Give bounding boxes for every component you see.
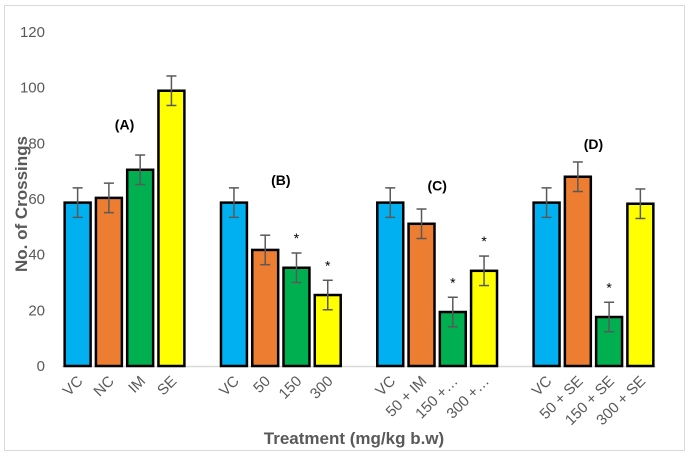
- group-label: (C): [427, 178, 446, 194]
- bar-b-vc: [219, 201, 249, 368]
- error-bar: [572, 161, 583, 193]
- group-label: (B): [271, 172, 290, 188]
- x-tick-label: 150: [276, 373, 306, 403]
- x-tick-label: IM: [125, 373, 149, 397]
- error-bar: [385, 187, 396, 219]
- significance-markers: * * * * *: [294, 230, 613, 295]
- bar-c-50-im: [407, 222, 436, 368]
- x-tick-label: VC: [60, 373, 87, 400]
- significance-asterisk: *: [606, 279, 612, 295]
- significance-asterisk: *: [481, 233, 487, 249]
- bars: [63, 89, 655, 368]
- y-tick-label: 40: [28, 247, 45, 264]
- y-tick-label: 80: [28, 135, 45, 152]
- group-label: (D): [584, 136, 603, 152]
- error-bar: [291, 252, 302, 284]
- y-tick-label: 60: [28, 191, 45, 208]
- bar-d-300-se: [626, 202, 655, 368]
- bar-a-se: [157, 89, 186, 368]
- error-bar: [322, 279, 333, 311]
- error-bar: [166, 75, 177, 107]
- y-axis-title: No. of Crossings: [12, 136, 31, 272]
- bar-a-vc: [63, 201, 92, 368]
- error-bar: [541, 187, 552, 219]
- error-bar: [228, 187, 239, 219]
- bar-b-50: [250, 248, 280, 368]
- error-bar: [447, 296, 458, 328]
- error-bar: [260, 234, 271, 266]
- error-bar: [135, 154, 146, 186]
- bar-d-50-se: [563, 175, 593, 368]
- bar-d-150-se: [594, 315, 624, 368]
- bar-d-vc: [532, 201, 561, 368]
- y-axis-ticks: 0 20 40 60 80 100 120: [20, 24, 45, 375]
- bar-c-vc: [376, 201, 405, 368]
- group-label: (A): [115, 116, 134, 132]
- x-tick-label: SE: [154, 373, 180, 399]
- y-tick-label: 100: [20, 80, 45, 97]
- error-bar: [635, 188, 646, 220]
- x-tick-label: VC: [216, 373, 243, 400]
- bar-a-im: [125, 168, 155, 368]
- bar-a-nc: [94, 196, 124, 368]
- error-bar: [103, 182, 114, 214]
- group-labels: (A) (B) (C) (D): [115, 116, 603, 193]
- x-axis-title: Treatment (mg/kg b.w): [264, 429, 444, 448]
- x-tick-label: 300: [307, 373, 337, 403]
- significance-asterisk: *: [294, 230, 300, 246]
- x-tick-label: 50: [250, 373, 274, 397]
- error-bars: [72, 75, 646, 333]
- error-bar: [416, 208, 427, 240]
- bar-b-150: [282, 266, 311, 368]
- error-bar: [479, 255, 490, 287]
- y-tick-label: 120: [20, 24, 45, 41]
- significance-asterisk: *: [325, 257, 331, 273]
- y-tick-label: 20: [28, 302, 45, 319]
- x-tick-label: NC: [90, 373, 117, 400]
- error-bar: [72, 187, 83, 219]
- significance-asterisk: *: [450, 274, 456, 290]
- error-bar: [604, 301, 615, 333]
- y-tick-label: 0: [37, 358, 45, 375]
